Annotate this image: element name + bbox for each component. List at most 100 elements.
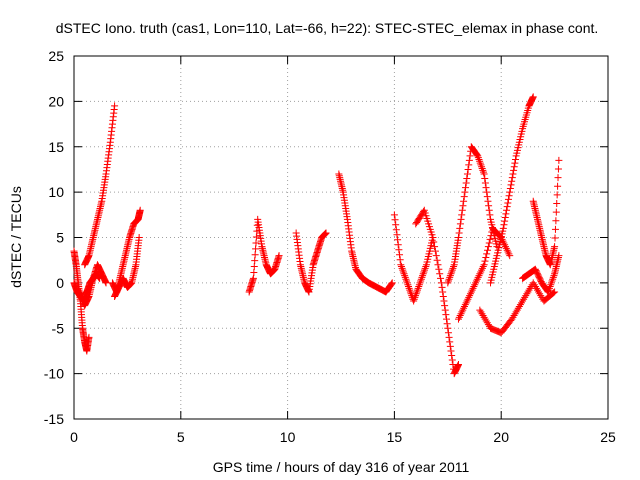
data-point [393,231,401,239]
data-point [521,293,529,301]
data-point [476,157,484,165]
data-point [275,252,283,260]
data-point [554,174,562,182]
data-point [251,257,259,265]
data-point [481,315,489,323]
data-point [511,159,519,167]
data-point [432,252,440,260]
x-tick-label: 25 [600,429,616,445]
data-point [480,313,488,321]
data-point [464,295,472,303]
data-point [437,274,445,282]
data-point [450,263,458,271]
data-point [459,306,467,314]
data-point [483,193,491,201]
data-point [476,159,484,167]
data-point [544,288,552,296]
data-point [505,192,513,200]
series-arc-5b [412,206,462,378]
y-tick-label: -5 [52,320,65,336]
data-point [458,308,466,316]
data-point [503,206,511,214]
data-point [252,233,260,241]
x-tick-label: 5 [177,429,185,445]
data-point [508,315,516,323]
data-point [444,329,452,337]
axis-ticks: 0 5 10 15 20 25 -15 -10 -5 0 5 10 15 20 25 [44,48,616,445]
data-point [413,288,421,296]
data-point [510,166,518,174]
series-arc-6 [444,143,501,287]
data-point [403,279,411,287]
data-point [470,283,478,291]
data-point [418,273,426,281]
data-point [438,283,446,291]
data-point [136,206,144,214]
series-arc-7 [487,93,537,287]
data-point [404,283,412,291]
data-point [482,317,490,325]
data-point [477,268,485,276]
data-point [406,288,414,296]
y-axis-label: dSTEC / TECUs [8,186,24,288]
data-point [534,286,542,294]
series-arc-7b [476,279,559,337]
data-point [403,277,411,285]
data-point [529,93,537,101]
data-point [249,274,257,282]
data-point [463,175,471,183]
data-point [554,182,562,190]
data-point [476,270,484,278]
data-point [553,191,561,199]
data-point [501,217,509,225]
data-point [455,229,463,237]
data-point [504,199,512,207]
data-point [439,288,447,296]
data-point [503,203,511,211]
data-point [547,279,555,287]
data-point [415,281,423,289]
data-point [397,261,405,269]
data-point [394,236,402,244]
data-point [445,275,453,283]
data-point [410,297,418,305]
data-point [530,281,538,289]
data-point [535,288,543,296]
data-point [412,292,420,300]
data-point [500,221,508,229]
data-point [481,175,489,183]
data-point [472,277,480,285]
data-point [479,168,487,176]
data-point [483,250,491,258]
data-point [457,310,465,318]
data-point [484,246,492,254]
data-point [457,215,465,223]
data-point [513,306,521,314]
data-point [465,156,473,164]
data-point [440,297,448,305]
data-point [448,356,456,364]
data-point [446,338,454,346]
data-point [448,266,456,274]
data-point [547,281,555,289]
data-point [400,270,408,278]
data-point [462,184,470,192]
data-point [555,252,563,260]
data-point [474,154,482,162]
data-point [474,152,482,160]
data-point [502,210,510,218]
data-point [446,273,454,281]
data-point [485,206,493,214]
data-point [441,306,449,314]
data-point [546,283,554,291]
data-point [469,284,477,292]
data-point [405,284,413,292]
series-arc-1b [111,234,143,300]
data-point [404,281,412,289]
data-point [468,286,476,294]
data-point [413,286,421,294]
data-point [529,279,537,287]
data-point [387,281,395,289]
data-point [483,319,491,327]
data-point [480,170,488,178]
